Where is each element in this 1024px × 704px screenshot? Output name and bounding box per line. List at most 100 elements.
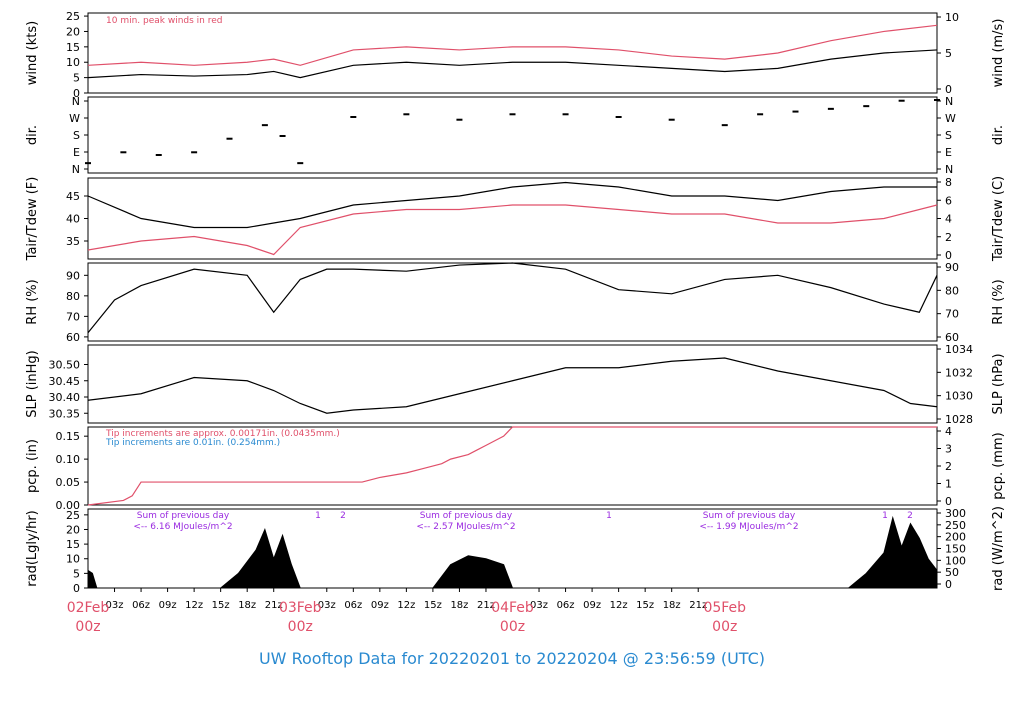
footer-title: UW Rooftop Data for 20220201 to 20220204… bbox=[259, 649, 765, 668]
panel-4-ytick-label: 70 bbox=[66, 310, 80, 323]
panel-1-ytick-right-label: 0 bbox=[945, 83, 952, 96]
panel-2-ytick-label: S bbox=[73, 129, 80, 142]
panel-7-ytick-label: 5 bbox=[73, 567, 80, 580]
panel-3-ytick-right-label: 6 bbox=[945, 194, 952, 207]
panel-2-ytick-right-label: N bbox=[945, 95, 953, 108]
panel-1-ytick-label: 10 bbox=[66, 56, 80, 69]
panel-3-ylabel-right: Tair/Tdew (C) bbox=[991, 176, 1006, 262]
panel-2-ytick-label: E bbox=[73, 146, 80, 159]
panel-5-ytick-label: 30.35 bbox=[49, 407, 81, 420]
panel-6-ytick-right-label: 2 bbox=[945, 460, 952, 473]
panel-7-ylabel-right: rad (W/m^2) bbox=[991, 506, 1006, 591]
panel-4-ylabel-right: RH (%) bbox=[991, 279, 1006, 324]
time-hour-label: 15z bbox=[424, 600, 442, 611]
panel-2-point bbox=[721, 124, 728, 127]
panel-3-ytick-right-label: 2 bbox=[945, 231, 952, 244]
panel-2-point bbox=[120, 151, 127, 154]
panel-2-point bbox=[261, 124, 268, 127]
panel-1-series-line bbox=[87, 49, 938, 79]
panel-2-ytick-right-label: N bbox=[945, 163, 953, 176]
panel-3-series-line bbox=[87, 204, 938, 256]
panel-2-ytick-label: N bbox=[72, 163, 80, 176]
panel-7-ytick-label: 25 bbox=[66, 509, 80, 522]
panel-1-annotation: 10 min. peak winds in red bbox=[106, 16, 223, 26]
panel-2-ytick-right-label: W bbox=[945, 112, 956, 125]
panel-2-point bbox=[403, 113, 410, 116]
time-hour-label: 03z bbox=[106, 600, 124, 611]
panel-5-series-line bbox=[87, 357, 938, 414]
panel-3-ytick-right-label: 4 bbox=[945, 213, 952, 226]
panel-7-ytick-label: 0 bbox=[73, 582, 80, 595]
panel-6-ytick-label: 0.05 bbox=[56, 476, 81, 489]
panel-6-series-line bbox=[87, 426, 937, 506]
panel-7-ytick-right-label: 250 bbox=[945, 519, 966, 532]
panel-2-point bbox=[562, 113, 569, 116]
panel-2-point bbox=[350, 116, 357, 118]
panel-2-frame bbox=[87, 96, 938, 174]
panel-2-ylabel-left: dir. bbox=[25, 125, 40, 145]
panel-6-annotation-red: Tip increments are approx. 0.00171in. (0… bbox=[105, 429, 340, 439]
date-hour-label: 00z bbox=[75, 619, 100, 635]
time-hour-label: 06z bbox=[344, 600, 362, 611]
panel-4-ytick-right-label: 60 bbox=[945, 331, 959, 344]
panel-7-ytick-right-label: 50 bbox=[945, 566, 959, 579]
panel-4-ylabel-left: RH (%) bbox=[25, 279, 40, 324]
panel-4-ytick-right-label: 90 bbox=[945, 261, 959, 274]
panel-1-ytick-label: 5 bbox=[73, 72, 80, 85]
time-hour-label: 03z bbox=[530, 600, 548, 611]
date-hour-label: 00z bbox=[712, 619, 737, 635]
panel-4-ytick-label: 60 bbox=[66, 331, 80, 344]
panel-2-point bbox=[85, 162, 91, 165]
panel-2-ytick-label: N bbox=[72, 95, 80, 108]
time-hour-label: 06z bbox=[132, 600, 150, 611]
panel-2-point bbox=[191, 151, 198, 154]
time-hour-label: 09z bbox=[159, 600, 177, 611]
panel-1-ytick-right-label: 10 bbox=[945, 11, 959, 24]
panel-1-ytick-right-label: 5 bbox=[945, 47, 952, 60]
time-hour-label: 12z bbox=[397, 600, 415, 611]
panel-2-point bbox=[898, 99, 905, 102]
panel-5-ytick-right-label: 1028 bbox=[945, 413, 973, 426]
panel-6-ytick-right-label: 0 bbox=[945, 495, 952, 508]
panel-7-ylabel-left: rad(Lgly/hr) bbox=[25, 510, 40, 586]
panel-2-ytick-right-label: S bbox=[945, 129, 952, 142]
panel-7-area bbox=[87, 515, 938, 589]
panel-5-ytick-label: 30.45 bbox=[49, 375, 81, 388]
time-hour-label: 15z bbox=[212, 600, 230, 611]
panel-4-frame bbox=[87, 262, 938, 342]
panel-4-ytick-right-label: 80 bbox=[945, 284, 959, 297]
date-hour-label: 00z bbox=[288, 619, 313, 635]
time-hour-label: 09z bbox=[371, 600, 389, 611]
panel-4-series-line bbox=[87, 262, 938, 334]
panel-4-ytick-label: 80 bbox=[66, 290, 80, 303]
time-hour-label: 18z bbox=[663, 600, 681, 611]
panel-1-ytick-label: 25 bbox=[66, 10, 80, 23]
rad-marker: 1 bbox=[315, 511, 321, 521]
time-hour-label: 21z bbox=[265, 600, 283, 611]
panel-2-point bbox=[827, 107, 834, 110]
date-hour-label: 00z bbox=[500, 619, 525, 635]
panel-6-ytick-right-label: 4 bbox=[945, 425, 952, 438]
panel-1-ylabel-right: wind (m/s) bbox=[991, 19, 1006, 88]
panel-7-ytick-right-label: 0 bbox=[945, 578, 952, 591]
time-hour-label: 21z bbox=[689, 600, 707, 611]
time-hour-label: 12z bbox=[610, 600, 628, 611]
panel-2-point bbox=[668, 118, 675, 121]
panel-6-ytick-right-label: 3 bbox=[945, 443, 952, 456]
date-label: 05Feb bbox=[703, 600, 746, 616]
rad-marker: 2 bbox=[907, 511, 913, 521]
panel-7-ytick-label: 10 bbox=[66, 553, 80, 566]
panel-7-ytick-right-label: 150 bbox=[945, 543, 966, 556]
panel-6-ytick-label: 0.15 bbox=[56, 430, 81, 443]
panel-6-ytick-label: 0.10 bbox=[56, 453, 81, 466]
date-label: 02Feb bbox=[67, 600, 110, 616]
panel-3-ytick-right-label: 0 bbox=[945, 249, 952, 262]
rad-marker: 1 bbox=[882, 511, 888, 521]
panel-6-annotation-blue: Tip increments are 0.01in. (0.254mm.) bbox=[105, 438, 280, 448]
panel-7-ytick-label: 15 bbox=[66, 538, 80, 551]
panel-7-ytick-right-label: 200 bbox=[945, 531, 966, 544]
panel-5-frame bbox=[87, 344, 938, 424]
date-label: 04Feb bbox=[491, 600, 534, 616]
rad-note-line1: Sum of previous day bbox=[420, 511, 513, 521]
